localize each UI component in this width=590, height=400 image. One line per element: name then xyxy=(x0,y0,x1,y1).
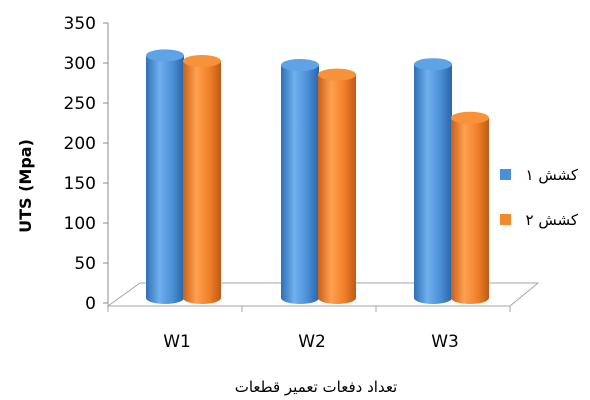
legend-label-series-1: کشش ۱ xyxy=(526,166,579,184)
y-tick-label: 0 xyxy=(85,294,96,314)
legend-swatch-series-1 xyxy=(500,169,511,180)
chart-floor xyxy=(106,282,540,312)
y-axis-label: UTS (Mpa) xyxy=(16,139,35,233)
y-tick-label: 200 xyxy=(64,134,96,154)
bar-W3-series-1 xyxy=(414,58,452,304)
y-tick-label: 100 xyxy=(64,214,96,234)
bar-W2-series-1 xyxy=(281,59,319,304)
x-axis-label: تعداد دفعات تعمیر قطعات xyxy=(235,378,398,396)
y-tick-label: 350 xyxy=(64,14,96,34)
bar-body xyxy=(281,65,319,304)
y-tick-label: 150 xyxy=(64,174,96,194)
bar-top xyxy=(414,58,452,71)
legend-swatch-series-2 xyxy=(500,214,511,225)
y-tick-label: 250 xyxy=(64,94,96,114)
x-tick-label: W1 xyxy=(163,332,191,352)
y-tick-label: 300 xyxy=(64,54,96,74)
bar-W1-series-1 xyxy=(146,49,184,305)
bar-body xyxy=(183,61,221,304)
bar-body xyxy=(318,74,356,304)
legend: کشش ۱ کشش ۲ xyxy=(500,166,579,229)
bar-top xyxy=(318,68,356,81)
x-tick-label: W2 xyxy=(298,332,326,352)
category-labels: W1 W2 W3 xyxy=(163,332,459,352)
bar-W2-series-2 xyxy=(318,68,356,304)
bar-top xyxy=(451,111,489,124)
bar-body xyxy=(414,64,452,304)
bar-top xyxy=(281,59,319,71)
bars-group xyxy=(146,49,489,305)
bar-top xyxy=(146,49,184,62)
bar-W1-series-2 xyxy=(183,55,221,304)
y-tick-label: 50 xyxy=(74,254,96,274)
bar-body xyxy=(146,55,184,305)
x-tick-label: W3 xyxy=(431,332,459,352)
bar-W3-series-2 xyxy=(451,111,489,304)
y-axis: 0 50 100 150 200 250 300 350 xyxy=(64,14,109,314)
legend-label-series-2: کشش ۲ xyxy=(526,211,579,229)
bar-top xyxy=(183,55,221,67)
bar-body xyxy=(451,117,489,304)
